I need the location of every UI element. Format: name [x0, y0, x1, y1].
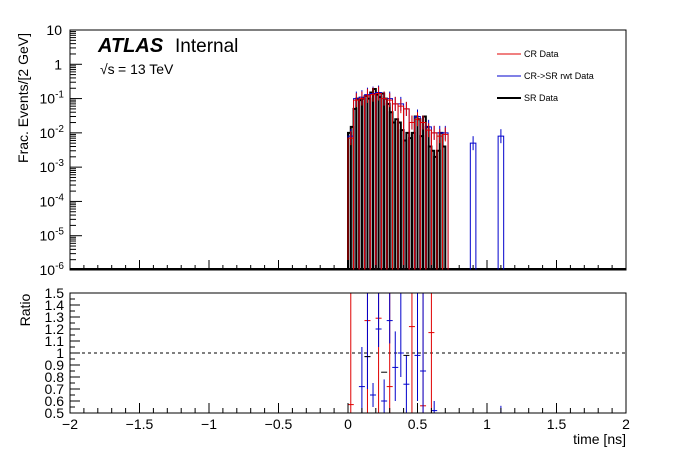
- ratio-y-tick-label: 0.9: [45, 357, 65, 373]
- x-axis-label: time [ns]: [573, 431, 626, 447]
- ratio-point: [386, 293, 393, 344]
- x-tick-label: 1: [483, 416, 491, 432]
- top-y-ticks: 10-6 10-5 10-4 10-3 10-2 10-1 1 10: [40, 22, 82, 278]
- ratio-y-tick-label: 0.6: [45, 393, 65, 409]
- top-panel: 10-6 10-5 10-4 10-3 10-2 10-1 1 10 Frac. Events…: [15, 22, 627, 278]
- top-y-tick-label: 1: [54, 56, 62, 72]
- ratio-point: [431, 401, 438, 413]
- x-tick-label: 2: [622, 416, 630, 432]
- atlas-label: ATLAS: [97, 35, 164, 57]
- top-y-tick-label: 10-2: [40, 124, 65, 141]
- bottom-y-ticks: 0.50.60.70.80.911.11.21.31.41.5: [45, 285, 80, 421]
- x-tick-label: −2: [62, 416, 78, 432]
- x-tick-label: −1: [201, 416, 217, 432]
- top-y-tick-label: 10-5: [40, 227, 65, 244]
- bottom-x-ticks: −2 −1.5 −1 −0.5 0 0.5 1 1.5 2: [62, 403, 630, 432]
- legend: CR Data CR->SR rwt Data SR Data: [497, 49, 594, 103]
- top-y-tick-label: 10-4: [40, 192, 65, 209]
- x-tick-label: −0.5: [265, 416, 293, 432]
- energy-label: = 13 TeV: [118, 61, 174, 77]
- ratio-y-tick-label: 0.5: [45, 405, 65, 421]
- ratio-point: [414, 293, 421, 401]
- bottom-plot-frame: [69, 292, 627, 414]
- top-y-tick-label: 10-6: [40, 261, 65, 278]
- ratio-point: [375, 293, 382, 347]
- x-tick-label: 0.5: [408, 416, 428, 432]
- x-tick-label: 1.5: [547, 416, 567, 432]
- x-tick-label: −1.5: [126, 416, 154, 432]
- legend-label: SR Data: [524, 93, 558, 103]
- ratio-y-tick-label: 1.2: [45, 321, 65, 337]
- ratio-point: [403, 355, 410, 413]
- atlas-annotation: ATLAS Internal √s = 13 TeV: [97, 35, 238, 77]
- ratio-y-axis-label: Ratio: [17, 293, 33, 326]
- legend-label: CR Data: [524, 49, 559, 59]
- ratio-y-tick-label: 1.4: [45, 297, 65, 313]
- ratio-y-tick-label: 0.8: [45, 369, 65, 385]
- ratio-point: [397, 293, 404, 377]
- ratio-point: [347, 293, 354, 413]
- top-y-axis-label: Frac. Events/[2 GeV]: [15, 33, 31, 163]
- atlas-status-label: Internal: [175, 36, 238, 57]
- sqrt-s-label: √s: [100, 61, 115, 77]
- ratio-point: [358, 347, 365, 413]
- top-y-tick-label: 10-1: [40, 90, 65, 107]
- legend-label: CR->SR rwt Data: [524, 71, 594, 81]
- ratio-y-tick-label: 1.5: [45, 285, 65, 301]
- ratio-point: [420, 293, 427, 413]
- top-y-tick-label: 10-3: [40, 158, 65, 175]
- ratio-y-tick-label: 1: [56, 345, 64, 361]
- ratio-point: [408, 293, 415, 413]
- ratio-points: [347, 293, 504, 414]
- ratio-point: [381, 379, 388, 413]
- bottom-panel: 0.50.60.70.80.911.11.21.31.41.5 −2 −1.5 −1…: [17, 285, 630, 447]
- top-y-tick-label: 10: [46, 22, 62, 38]
- top-histograms: [70, 85, 626, 270]
- ratio-y-tick-label: 0.7: [45, 381, 65, 397]
- ratio-y-tick-label: 1.3: [45, 309, 65, 325]
- ratio-point: [428, 293, 435, 413]
- ratio-point: [392, 331, 399, 401]
- ratio-point: [370, 383, 377, 407]
- top-x-ticks: [69, 260, 627, 270]
- x-tick-label: 0: [344, 416, 352, 432]
- ratio-y-tick-label: 1.1: [45, 333, 65, 349]
- top-plot-frame: [69, 29, 627, 271]
